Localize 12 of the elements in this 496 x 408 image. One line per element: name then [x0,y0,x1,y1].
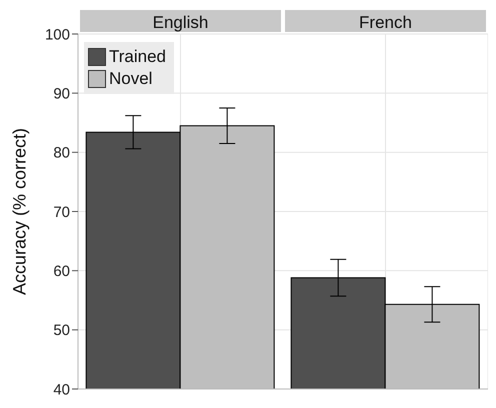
legend-label: Novel [109,68,152,90]
y-tick-label: 70 [53,204,70,221]
y-tick-label: 80 [53,144,70,162]
y-tick-label: 40 [53,381,70,398]
x-tick-label: English [152,13,208,32]
y-tick-label: 90 [53,85,70,102]
x-tick-label: French [359,13,412,32]
y-tick-label: 60 [53,262,70,280]
y-tick-label: 50 [53,322,70,340]
y-tick-label: 100 [44,26,70,44]
y-axis-title: Accuracy (% correct) [9,128,30,296]
legend-label: Trained [109,46,166,68]
